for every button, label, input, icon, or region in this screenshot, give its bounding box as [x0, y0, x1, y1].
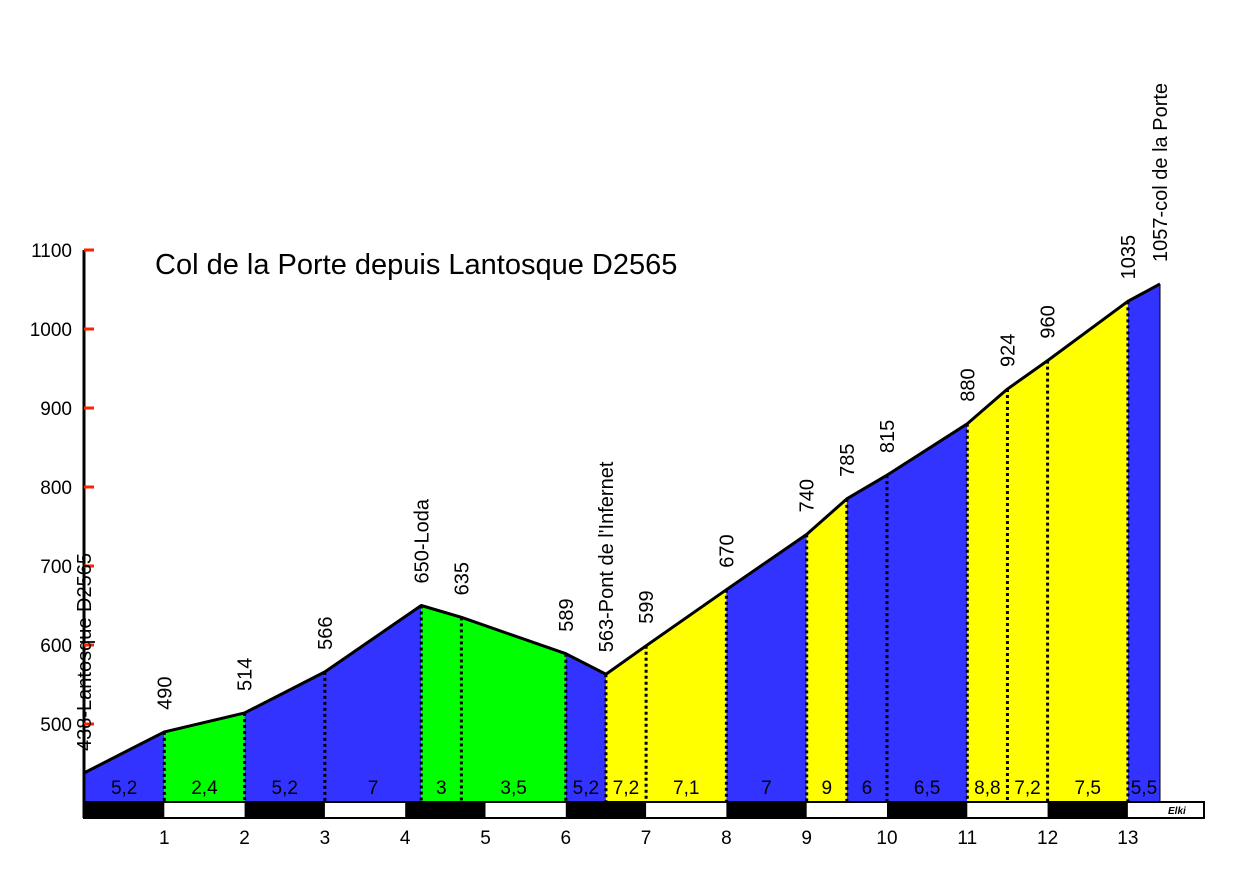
- altitude-label: 670: [716, 534, 738, 567]
- gradient-label: 5,2: [573, 778, 599, 799]
- profile-segment: [1047, 301, 1128, 802]
- profile-segment: [421, 605, 462, 802]
- altitude-label: 960: [1038, 305, 1060, 338]
- altitude-label: 1035: [1118, 235, 1140, 280]
- scale-bar-km: [726, 802, 807, 818]
- altitude-label: 650-Loda: [411, 498, 433, 583]
- gradient-label: 5,2: [111, 778, 137, 799]
- altitude-label: 815: [877, 420, 899, 453]
- x-tick-label: 13: [1117, 828, 1138, 849]
- altitude-label: 599: [636, 590, 658, 623]
- y-tick-label: 600: [40, 636, 72, 657]
- altitude-label: 1057-col de la Porte: [1150, 83, 1172, 262]
- profile-segment: [846, 475, 887, 802]
- gradient-label: 7: [368, 778, 379, 799]
- gradient-label: 7,5: [1075, 778, 1101, 799]
- gradient-labels: 5,2 2,4 5,2 7 3 3,5 5,2 7,2 7,1 7 9 6 6,5 8,8 7,2 7,5 5,…: [111, 778, 1157, 799]
- y-axis: 500 600 700 800 900 1000 1100: [30, 241, 94, 818]
- altitude-label: 635: [451, 562, 473, 595]
- y-tick-label: 800: [40, 478, 72, 499]
- gradient-label: 2,4: [191, 778, 218, 799]
- altitude-label: 490: [154, 677, 176, 710]
- profile-segment: [244, 671, 325, 802]
- author-signature: Elki: [1168, 806, 1186, 817]
- x-tick-label: 11: [957, 828, 977, 849]
- profile-segment: [806, 498, 847, 802]
- profile-segment: [886, 423, 968, 802]
- y-tick-label: 900: [40, 399, 72, 420]
- gradient-label: 5,5: [1131, 778, 1157, 799]
- gradient-label: 6,5: [914, 778, 940, 799]
- gradient-label: 7,1: [673, 778, 699, 799]
- altitude-label: 785: [837, 443, 859, 476]
- profile-segments: [84, 283, 1160, 803]
- gradient-label: 9: [821, 778, 832, 799]
- scale-bar-km: [84, 802, 165, 818]
- gradient-label: 7: [761, 778, 772, 799]
- y-tick-label: 500: [40, 715, 72, 736]
- profile-outline: [83, 282, 1161, 775]
- altitude-label: 589: [556, 598, 578, 631]
- segment-dividers: [162, 283, 1161, 802]
- altitude-label: 438-Lantosque D2565: [74, 553, 96, 751]
- altitude-label: 566: [315, 616, 337, 649]
- altitude-label: 924: [997, 334, 1019, 367]
- x-tick-label: 7: [641, 828, 652, 849]
- x-tick-label: 9: [801, 828, 812, 849]
- x-tick-label: 12: [1037, 828, 1058, 849]
- profile-segment: [1007, 360, 1048, 802]
- x-tick-label: 10: [876, 828, 897, 849]
- x-axis: 1 2 3 4 5 6 7 8 9 10 11 12 13: [159, 828, 1138, 849]
- profile-segment: [565, 653, 606, 802]
- scale-bar-km: [244, 802, 325, 818]
- scale-bar-km: [565, 802, 647, 818]
- gradient-label: 5,2: [272, 778, 298, 799]
- scale-bar-km: [405, 802, 486, 818]
- y-tick-label: 1100: [31, 241, 72, 262]
- gradient-label: 7,2: [1014, 778, 1040, 799]
- gradient-label: 7,2: [613, 778, 639, 799]
- altitude-label: 514: [235, 658, 257, 691]
- x-tick-label: 8: [721, 828, 732, 849]
- profile-segment: [646, 589, 727, 802]
- altitude-label: 740: [797, 479, 819, 512]
- gradient-label: 6: [862, 778, 873, 799]
- profile-segment: [726, 534, 807, 802]
- profile-segment: [461, 617, 566, 802]
- gradient-label: 8,8: [974, 778, 1000, 799]
- y-tick-label: 700: [40, 557, 72, 578]
- x-tick-label: 3: [320, 828, 331, 849]
- profile-segment: [84, 731, 165, 802]
- profile-segment: [164, 712, 245, 802]
- x-tick-label: 1: [159, 828, 170, 849]
- altitude-labels: 438-Lantosque D2565 490 514 566 650-Loda 635 5…: [74, 83, 1172, 751]
- gradient-label: 3,5: [500, 778, 526, 799]
- scale-bar-km: [886, 802, 968, 818]
- x-tick-label: 4: [400, 828, 411, 849]
- profile-segment: [605, 645, 647, 802]
- x-tick-label: 5: [480, 828, 491, 849]
- profile-segment: [967, 389, 1008, 802]
- y-tick-label: 1000: [30, 320, 72, 341]
- profile-line: [83, 282, 1161, 775]
- altitude-label: 563-Pont de l'Infernet: [596, 461, 618, 652]
- x-tick-label: 6: [561, 828, 572, 849]
- x-tick-label: 2: [239, 828, 250, 849]
- scale-bar-km: [1047, 802, 1128, 818]
- chart-title: Col de la Porte depuis Lantosque D2565: [155, 249, 677, 281]
- altitude-label: 880: [957, 368, 979, 401]
- distance-scale-bar: [83, 801, 1205, 819]
- profile-segment: [324, 605, 422, 802]
- profile-segment: [1127, 283, 1160, 803]
- gradient-label: 3: [436, 778, 447, 799]
